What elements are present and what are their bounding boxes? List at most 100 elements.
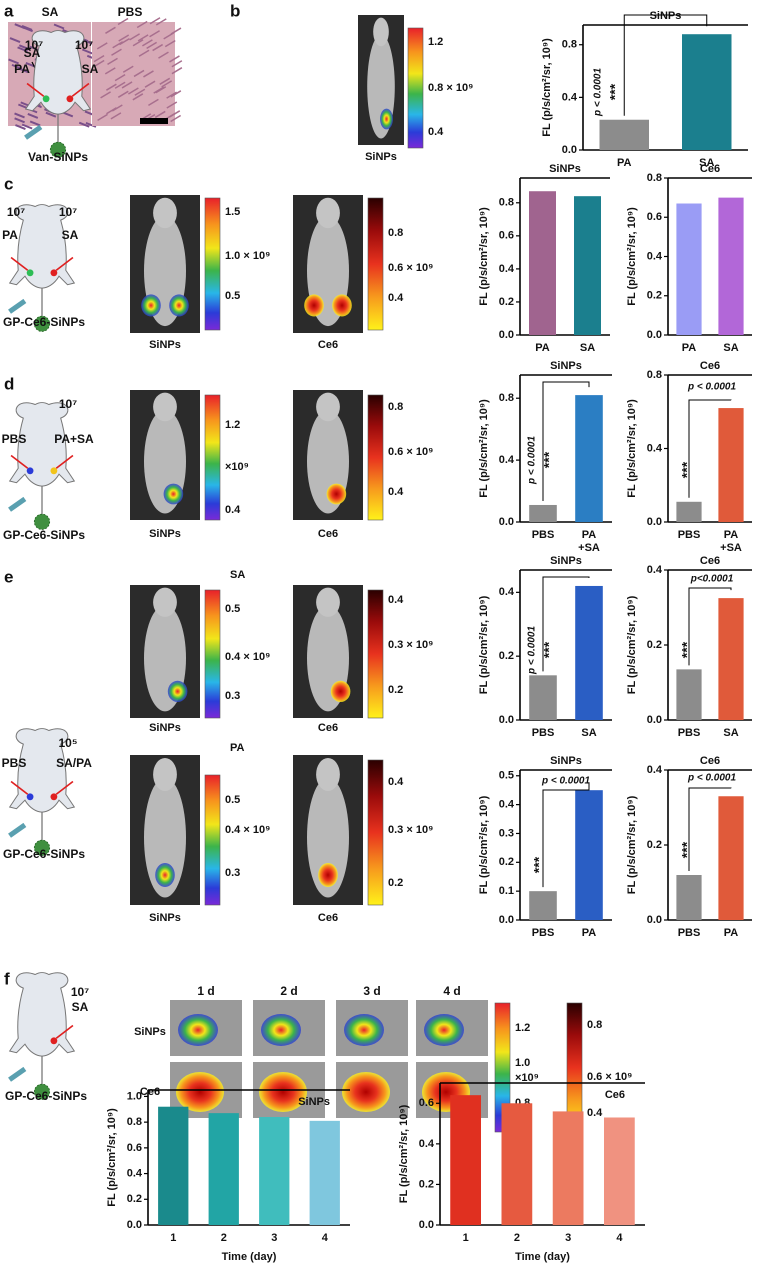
- colorbar-tick-label: 0.6 × 10⁹: [587, 1071, 632, 1083]
- colorbar-tick-label: ×10⁹: [225, 461, 249, 473]
- bar: [718, 197, 744, 335]
- nanoparticle: [33, 513, 51, 530]
- tissue-fiber: [107, 57, 118, 66]
- tissue-fiber: [11, 63, 23, 70]
- tissue-fiber: [97, 113, 108, 122]
- injection-site: [26, 793, 34, 801]
- colorbar: [367, 759, 384, 906]
- y-axis-label: FL (p/s/cm²/sr, 10⁹): [478, 795, 490, 894]
- colorbar-tick-label: ×10⁹: [515, 1072, 539, 1084]
- tissue-fiber: [164, 39, 176, 48]
- colorbar-tick-label: 0.8 × 10⁹: [428, 82, 473, 94]
- annotation: p < 0.0001: [687, 773, 737, 784]
- chart-title: SiNPs: [650, 10, 682, 22]
- y-tick-label: 1.0: [127, 1090, 142, 1102]
- tissue-fiber: [143, 70, 154, 78]
- x-tick-label: PA: [582, 927, 597, 939]
- bar: [575, 395, 603, 522]
- chart-title: SiNPs: [550, 555, 582, 567]
- tissue-fiber: [96, 42, 108, 50]
- mouse-head: [316, 758, 340, 791]
- image-caption: Ce6: [318, 528, 338, 540]
- tissue-fiber: [53, 23, 65, 30]
- tissue-fiber: [117, 17, 129, 26]
- colorbar-tick-label: 0.5: [225, 603, 240, 615]
- arrow: [55, 780, 74, 795]
- colorbar-tick-label: 0.3: [225, 867, 240, 879]
- y-tick-label: 0.5: [499, 770, 514, 782]
- colorbar-tick-label: 0.3 × 10⁹: [388, 824, 433, 836]
- day-label: 3 d: [363, 984, 380, 998]
- y-tick-label: 0.8: [499, 392, 514, 404]
- bar: [682, 34, 732, 150]
- tissue-fiber: [154, 110, 166, 119]
- colorbar-tick-label: 1.0: [515, 1057, 530, 1069]
- y-tick-label: 0.0: [499, 516, 514, 528]
- scheme-label: PA+SA: [54, 432, 94, 446]
- signal: [332, 294, 352, 317]
- x-tick-label: PBS: [678, 927, 701, 939]
- scheme-label: Van-SiNPs: [28, 150, 88, 164]
- nanoparticle: [33, 1083, 51, 1100]
- arrow: [10, 454, 29, 469]
- y-tick-label: 0.4: [647, 250, 663, 262]
- y-tick-label: 0.0: [499, 714, 514, 726]
- annotation: p < 0.0001: [527, 626, 538, 676]
- day-label: 4 d: [443, 984, 460, 998]
- tissue-fiber: [29, 120, 41, 127]
- mouse-head: [316, 587, 340, 617]
- annotation: ***: [531, 856, 547, 873]
- tissue-fiber: [132, 39, 144, 47]
- tissue-fiber: [128, 87, 139, 95]
- syringe: [24, 124, 43, 140]
- y-tick-label: 0.2: [499, 296, 514, 308]
- scheme-label: GP-Ce6-SiNPs: [3, 528, 85, 542]
- tissue-fiber: [136, 20, 148, 29]
- y-tick-label: 0.0: [127, 1219, 142, 1231]
- y-tick-label: 0.2: [647, 639, 662, 651]
- bar: [718, 796, 744, 920]
- tissue-fiber: [14, 23, 26, 30]
- x-tick-label: PA: [682, 342, 697, 354]
- x-tick-label: SA: [699, 157, 714, 169]
- y-tick-label: 0.8: [647, 369, 662, 381]
- x-tick-label: 4: [322, 1232, 329, 1244]
- colorbar-tick-label: 0.6 × 10⁹: [388, 446, 433, 458]
- annotation: ***: [541, 451, 557, 468]
- tissue-fiber: [17, 46, 28, 53]
- tissue-fiber: [166, 91, 178, 99]
- bar: [599, 119, 649, 150]
- syringe: [8, 496, 27, 512]
- row-label: Ce6: [140, 1086, 160, 1098]
- chart-title: Ce6: [700, 360, 720, 372]
- bar: [529, 675, 557, 720]
- scheme-label: PBS: [2, 432, 27, 446]
- injection-site: [50, 467, 58, 475]
- tissue-fiber: [166, 101, 178, 109]
- mouse-head: [153, 197, 177, 229]
- bar: [208, 1113, 239, 1225]
- colorbar-tick-label: 0.4: [388, 594, 404, 606]
- colorbar-title: SA: [230, 569, 245, 581]
- y-tick-label: 0.8: [562, 39, 577, 51]
- y-tick-label: 0.1: [499, 885, 514, 897]
- y-axis-label: FL (p/s/cm²/sr, 10⁹): [398, 1104, 410, 1203]
- panel-label: e: [4, 567, 13, 586]
- tissue-fiber: [158, 51, 169, 59]
- y-tick-label: 0.8: [647, 172, 662, 184]
- mouse-body: [24, 30, 92, 115]
- tissue-fiber: [45, 111, 57, 118]
- y-tick-label: 0.0: [562, 144, 577, 156]
- colorbar-tick-label: 0.4: [388, 486, 404, 498]
- image-caption: SiNPs: [149, 722, 181, 734]
- mouse-body: [8, 728, 76, 813]
- mouse-head: [153, 392, 177, 422]
- colorbar-tick-label: 0.2: [388, 684, 403, 696]
- tissue-fiber: [9, 37, 21, 43]
- tissue-fiber: [111, 104, 123, 112]
- scheme-label: GP-Ce6-SiNPs: [5, 1089, 87, 1103]
- image-caption: Ce6: [318, 722, 338, 734]
- mouse-photo: [144, 777, 186, 898]
- tissue-fiber: [148, 98, 159, 107]
